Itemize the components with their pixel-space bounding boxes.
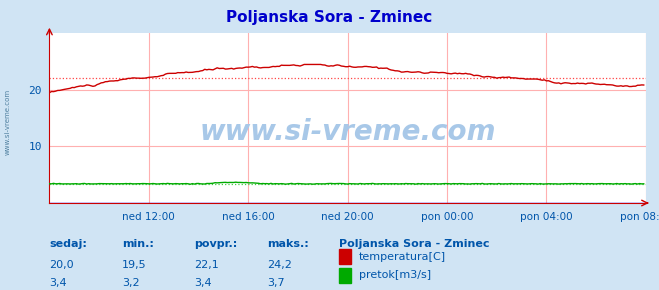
Text: www.si-vreme.com: www.si-vreme.com bbox=[200, 118, 496, 146]
Text: min.:: min.: bbox=[122, 239, 154, 249]
Text: sedaj:: sedaj: bbox=[49, 239, 87, 249]
Text: temperatura[C]: temperatura[C] bbox=[359, 252, 446, 262]
Text: Poljanska Sora - Zminec: Poljanska Sora - Zminec bbox=[227, 10, 432, 25]
Text: pretok[m3/s]: pretok[m3/s] bbox=[359, 271, 431, 280]
Text: Poljanska Sora - Zminec: Poljanska Sora - Zminec bbox=[339, 239, 490, 249]
Text: 3,4: 3,4 bbox=[49, 278, 67, 288]
Text: www.si-vreme.com: www.si-vreme.com bbox=[5, 89, 11, 155]
Text: 22,1: 22,1 bbox=[194, 260, 219, 269]
Text: 3,2: 3,2 bbox=[122, 278, 140, 288]
Text: 3,7: 3,7 bbox=[267, 278, 285, 288]
Text: 3,4: 3,4 bbox=[194, 278, 212, 288]
Text: 24,2: 24,2 bbox=[267, 260, 292, 269]
Text: 20,0: 20,0 bbox=[49, 260, 74, 269]
Text: povpr.:: povpr.: bbox=[194, 239, 238, 249]
Text: 19,5: 19,5 bbox=[122, 260, 146, 269]
Text: maks.:: maks.: bbox=[267, 239, 308, 249]
